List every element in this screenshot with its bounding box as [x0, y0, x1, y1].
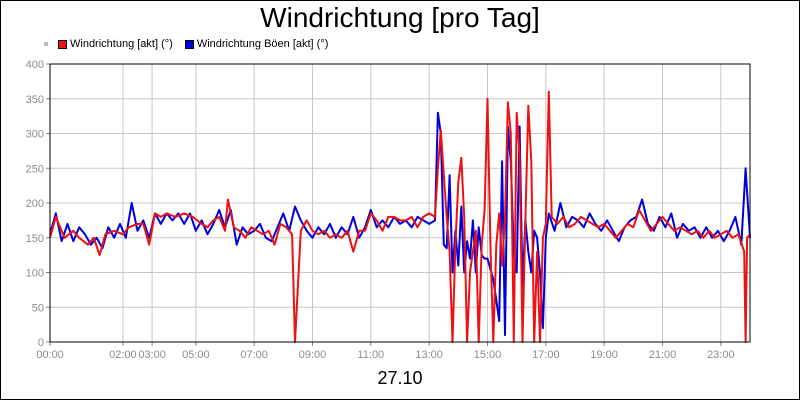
legend-marker-icon: [44, 42, 48, 46]
plot-border: [49, 63, 751, 343]
legend-label-series-2: Windrichtung Böen [akt] (°): [196, 38, 329, 50]
x-tick-label: 23:00: [707, 349, 735, 361]
y-tick-label: 200: [26, 198, 44, 210]
legend-swatch-red: [58, 39, 67, 49]
y-tick-label: 400: [26, 59, 44, 71]
y-tick-label: 50: [32, 302, 44, 314]
x-tick-label: 11:00: [357, 349, 384, 361]
series-line-2: [49, 111, 751, 337]
legend-item-series-2[interactable]: Windrichtung Böen [akt] (°): [184, 38, 329, 50]
x-tick-label: 09:00: [299, 349, 327, 361]
x-tick-label: 15:00: [474, 349, 502, 361]
legend-label-series-1: Windrichtung [akt] (°): [70, 38, 173, 50]
x-tick-label: 17:00: [532, 349, 560, 361]
x-tick-label: 03:00: [138, 349, 166, 361]
x-tick-label: 05:00: [182, 349, 210, 361]
legend-item-series-1[interactable]: Windrichtung [akt] (°): [58, 38, 173, 50]
legend-swatch-blue: [184, 39, 194, 49]
y-tick-label: 100: [26, 268, 44, 280]
y-tick-label: 350: [26, 94, 44, 106]
y-tick-label: 250: [26, 163, 44, 175]
legend: Windrichtung [akt] (°) Windrichtung Böen…: [44, 38, 340, 50]
x-tick-label: 21:00: [649, 349, 677, 361]
x-tick-label: 07:00: [240, 349, 268, 361]
chart-title: Windrichtung [pro Tag]: [260, 2, 540, 33]
x-tick-label: 02:00: [109, 349, 137, 361]
y-tick-label: 150: [26, 233, 44, 245]
y-tick-label: 0: [38, 337, 44, 349]
x-tick-label: 19:00: [590, 349, 618, 361]
x-tick-label: 13:00: [415, 349, 443, 361]
x-axis-label: 27.10: [377, 368, 423, 388]
series-line-1: [49, 90, 751, 343]
y-tick-label: 300: [26, 129, 44, 141]
x-tick-label: 00:00: [36, 349, 64, 361]
